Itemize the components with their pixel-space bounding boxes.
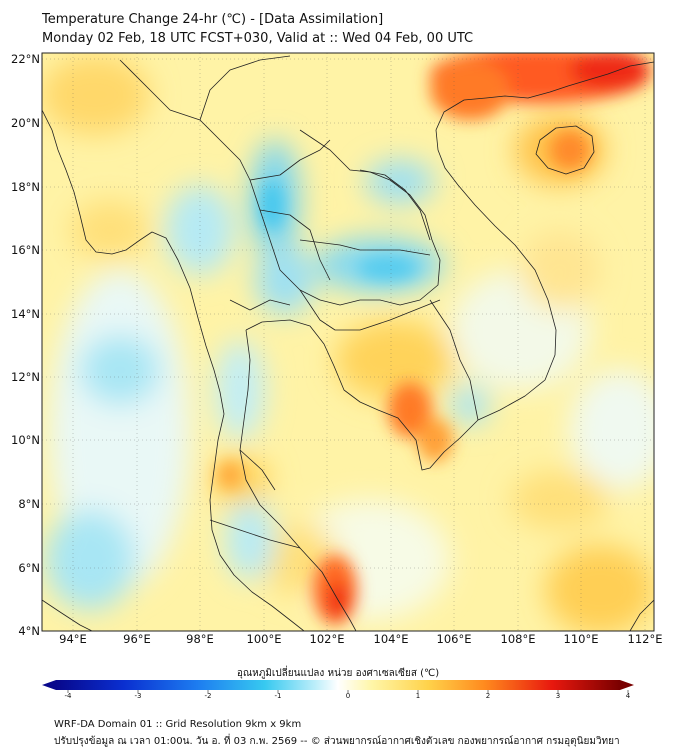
lon-label: 96°E — [123, 632, 151, 646]
lon-label: 106°E — [436, 632, 472, 646]
colorbar-tick-label: 2 — [485, 692, 491, 700]
colorbar-tick-label: 4 — [625, 692, 631, 700]
lon-label: 102°E — [309, 632, 345, 646]
footer-credit: ปรับปรุงข้อมูล ณ เวลา 01:00น. วัน อ. ที่… — [54, 736, 620, 747]
colorbar-tick-label: 0 — [345, 692, 351, 700]
lon-label: 112°E — [627, 632, 663, 646]
colorbar-min-arrow — [42, 680, 56, 690]
colorbar-max-arrow — [620, 680, 634, 690]
lat-label: 10°N — [11, 433, 40, 447]
colorbar-tick-label: 3 — [555, 692, 561, 700]
lon-label: 104°E — [373, 632, 409, 646]
lat-label: 12°N — [11, 370, 40, 384]
temperature-field — [42, 53, 654, 631]
lat-label: 18°N — [11, 180, 40, 194]
colorbar-label: อุณหภูมิเปลี่ยนแปลง หน่วย องศาเซลเซียส (… — [236, 668, 440, 679]
colorbar-tick-label: -4 — [64, 692, 72, 700]
lon-label: 100°E — [246, 632, 282, 646]
colorbar-tick-label: -3 — [134, 692, 142, 700]
map-frame — [41, 52, 655, 632]
lat-label: 16°N — [11, 243, 40, 257]
lat-label: 22°N — [11, 52, 40, 66]
colorbar — [56, 680, 620, 690]
colorbar-tick-label: -2 — [204, 692, 212, 700]
lon-label: 98°E — [186, 632, 214, 646]
lon-label: 94°E — [59, 632, 87, 646]
lon-label: 108°E — [500, 632, 536, 646]
lat-label: 6°N — [18, 561, 40, 575]
colorbar-tick-label: -1 — [274, 692, 282, 700]
lat-label: 14°N — [11, 307, 40, 321]
lat-label: 20°N — [11, 116, 40, 130]
map-title: Temperature Change 24-hr (℃) - [Data Ass… — [42, 12, 384, 27]
footer-model-info: WRF-DA Domain 01 :: Grid Resolution 9km … — [54, 719, 302, 730]
graticule — [42, 53, 654, 631]
coastlines-and-borders — [42, 55, 654, 631]
lon-label: 110°E — [563, 632, 599, 646]
colorbar-ticks — [67, 690, 629, 693]
lat-label: 4°N — [18, 624, 40, 638]
colorbar-tick-label: 1 — [415, 692, 421, 700]
lat-label: 8°N — [18, 497, 40, 511]
map-subtitle: Monday 02 Feb, 18 UTC FCST+030, Valid at… — [42, 31, 474, 46]
